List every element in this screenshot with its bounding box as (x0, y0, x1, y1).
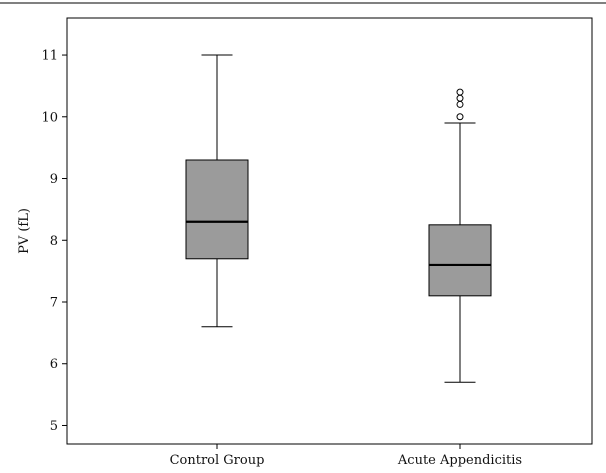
box-group-1 (428, 88, 492, 383)
y-tick-label-3: 8 (50, 234, 58, 249)
x-axis: Control Group Acute Appendicitis (170, 444, 522, 468)
outlier-point-1-0 (456, 113, 464, 121)
y-axis-title: PV (fL) (17, 208, 32, 254)
y-tick-label-4: 9 (50, 172, 58, 187)
y-tick-label-0: 5 (50, 419, 58, 434)
x-tick-label-0: Control Group (170, 453, 265, 468)
y-tick-label-5: 10 (41, 110, 58, 125)
plot-frame (66, 17, 593, 445)
y-tick-label-2: 7 (50, 296, 58, 311)
y-tick-label-1: 6 (50, 357, 58, 372)
boxes-layer (185, 54, 492, 383)
iqr-box-1 (428, 224, 492, 297)
x-tick-label-1: Acute Appendicitis (397, 453, 522, 468)
outlier-point-1-2 (456, 94, 464, 102)
y-tick-label-6: 11 (41, 49, 58, 64)
y-axis: 5 6 7 8 9 10 11 (41, 49, 67, 434)
iqr-box-0 (185, 159, 249, 260)
outlier-point-1-3 (456, 88, 464, 96)
outlier-point-1-1 (456, 100, 464, 108)
box-group-0 (185, 54, 249, 328)
